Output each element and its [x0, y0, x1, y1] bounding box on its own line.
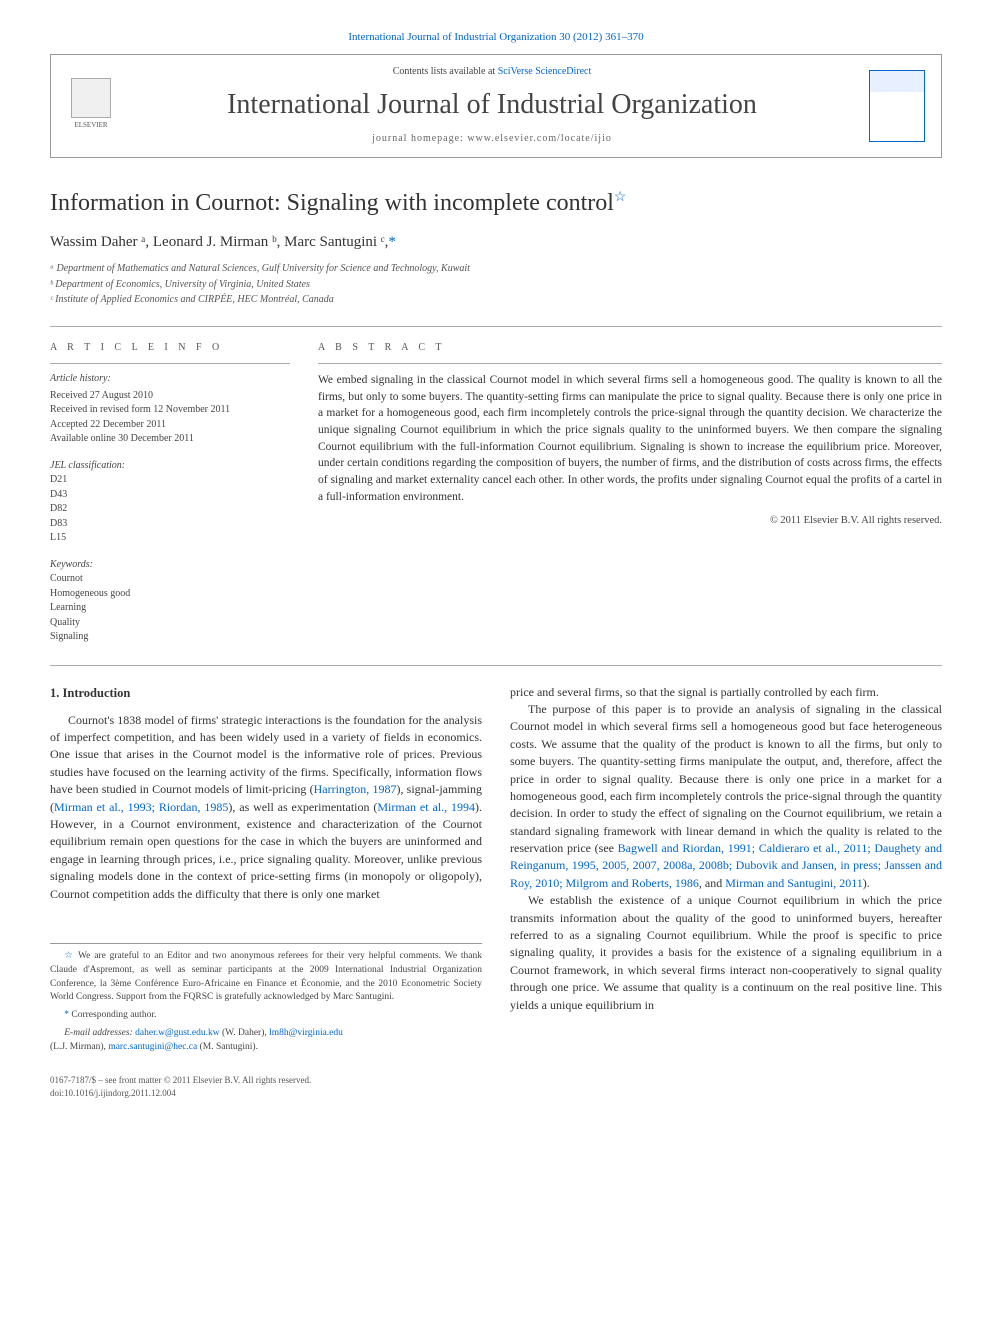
- p2c: ).: [863, 876, 870, 890]
- history-revised: Received in revised form 12 November 201…: [50, 403, 290, 418]
- affiliations: ᵃ Department of Mathematics and Natural …: [50, 262, 942, 308]
- title-footnote-icon[interactable]: ☆: [614, 190, 627, 205]
- abstract-rule: [318, 363, 942, 364]
- p2a: The purpose of this paper is to provide …: [510, 702, 942, 855]
- contents-prefix: Contents lists available at: [393, 66, 498, 77]
- info-abstract-row: A R T I C L E I N F O Article history: R…: [50, 326, 942, 645]
- history-accepted: Accepted 22 December 2011: [50, 418, 290, 433]
- journal-homepage: journal homepage: www.elsevier.com/locat…: [131, 132, 853, 147]
- p2b: , and: [699, 876, 725, 890]
- jel-code: D21: [50, 473, 290, 488]
- article-info: A R T I C L E I N F O Article history: R…: [50, 341, 290, 645]
- abstract-copyright: © 2011 Elsevier B.V. All rights reserved…: [318, 513, 942, 528]
- abstract-header: A B S T R A C T: [318, 341, 942, 356]
- history-received: Received 27 August 2010: [50, 389, 290, 404]
- authors-text: Wassim Daher ᵃ, Leonard J. Mirman ᵇ, Mar…: [50, 234, 388, 250]
- email1-who: (W. Daher),: [220, 1028, 270, 1038]
- affiliation-b: ᵇ Department of Economics, University of…: [50, 278, 942, 293]
- history-header: Article history:: [50, 372, 290, 387]
- body-wrap: 1. Introduction Cournot's 1838 model of …: [50, 684, 942, 1059]
- header-center: Contents lists available at SciVerse Sci…: [131, 65, 853, 147]
- keyword: Signaling: [50, 630, 290, 645]
- journal-cover-thumbnail: [869, 70, 925, 142]
- footnote-corr: * Corresponding author.: [50, 1009, 482, 1023]
- corresponding-author-icon[interactable]: *: [388, 234, 396, 250]
- keyword: Quality: [50, 616, 290, 631]
- p1d: ). However, in a Cournot environment, ex…: [50, 800, 482, 901]
- journal-citation-link[interactable]: International Journal of Industrial Orga…: [50, 30, 942, 46]
- footnote-corr-text: Corresponding author.: [71, 1010, 156, 1020]
- bottom-left: 0167-7187/$ – see front matter © 2011 El…: [50, 1074, 311, 1100]
- affiliation-a: ᵃ Department of Mathematics and Natural …: [50, 262, 942, 277]
- title-text: Information in Cournot: Signaling with i…: [50, 190, 614, 216]
- doi: doi:10.1016/j.ijindorg.2011.12.004: [50, 1087, 311, 1100]
- elsevier-logo: ELSEVIER: [67, 78, 115, 134]
- emails-label: E-mail addresses:: [64, 1028, 133, 1038]
- contents-line: Contents lists available at SciVerse Sci…: [131, 65, 853, 80]
- star-icon: ☆: [64, 951, 74, 961]
- keywords-header: Keywords:: [50, 558, 290, 573]
- abstract: A B S T R A C T We embed signaling in th…: [318, 341, 942, 645]
- footnote-emails: E-mail addresses: daher.w@gust.edu.kw (W…: [50, 1027, 482, 1055]
- email2-who: (L.J. Mirman),: [50, 1042, 108, 1052]
- issn-copyright: 0167-7187/$ – see front matter © 2011 El…: [50, 1074, 311, 1087]
- ref-mirman-santugini-2011[interactable]: Mirman and Santugini, 2011: [725, 876, 863, 890]
- journal-header: ELSEVIER Contents lists available at Sci…: [50, 54, 942, 158]
- intro-para-3: We establish the existence of a unique C…: [510, 892, 942, 1014]
- body-columns: 1. Introduction Cournot's 1838 model of …: [50, 684, 942, 1059]
- ref-mirman-riordan[interactable]: Mirman et al., 1993; Riordan, 1985: [54, 800, 228, 814]
- info-rule: [50, 363, 290, 364]
- body-divider: [50, 665, 942, 666]
- p1c: ), as well as experimentation (: [228, 800, 377, 814]
- keyword: Homogeneous good: [50, 587, 290, 602]
- sciencedirect-link[interactable]: SciVerse ScienceDirect: [498, 66, 592, 77]
- ref-mirman-1994[interactable]: Mirman et al., 1994: [377, 800, 475, 814]
- jel-code: L15: [50, 531, 290, 546]
- keyword: Learning: [50, 601, 290, 616]
- jel-code: D82: [50, 502, 290, 517]
- jel-block: JEL classification: D21 D43 D82 D83 L15: [50, 459, 290, 546]
- email-daher[interactable]: daher.w@gust.edu.kw: [135, 1028, 219, 1038]
- intro-para-1: Cournot's 1838 model of firms' strategic…: [50, 712, 482, 903]
- journal-title: International Journal of Industrial Orga…: [131, 85, 853, 126]
- affiliation-c: ᶜ Institute of Applied Economics and CIR…: [50, 293, 942, 308]
- article-title: Information in Cournot: Signaling with i…: [50, 186, 942, 221]
- email-mirman[interactable]: lm8h@virginia.edu: [269, 1028, 343, 1038]
- article-info-header: A R T I C L E I N F O: [50, 341, 290, 356]
- intro-para-2: The purpose of this paper is to provide …: [510, 701, 942, 892]
- footnote-star: ☆ We are grateful to an Editor and two a…: [50, 950, 482, 1005]
- keyword: Cournot: [50, 572, 290, 587]
- email3-who: (M. Santugini).: [197, 1042, 258, 1052]
- footnote-star-text: We are grateful to an Editor and two ano…: [50, 951, 482, 1002]
- abstract-text: We embed signaling in the classical Cour…: [318, 372, 942, 505]
- p1-continuation: price and several firms, so that the sig…: [510, 684, 942, 701]
- jel-code: D43: [50, 488, 290, 503]
- jel-code: D83: [50, 517, 290, 532]
- email-santugini[interactable]: marc.santugini@hec.ca: [108, 1042, 197, 1052]
- footnotes: ☆ We are grateful to an Editor and two a…: [50, 943, 482, 1054]
- bottom-bar: 0167-7187/$ – see front matter © 2011 El…: [50, 1074, 942, 1100]
- elsevier-tree-icon: [71, 78, 111, 118]
- intro-heading: 1. Introduction: [50, 684, 482, 702]
- publisher-name: ELSEVIER: [74, 120, 107, 130]
- asterisk-icon: *: [64, 1010, 69, 1020]
- jel-header: JEL classification:: [50, 459, 290, 474]
- keywords-block: Keywords: Cournot Homogeneous good Learn…: [50, 558, 290, 645]
- article-history: Article history: Received 27 August 2010…: [50, 372, 290, 447]
- authors-line: Wassim Daher ᵃ, Leonard J. Mirman ᵇ, Mar…: [50, 232, 942, 254]
- history-online: Available online 30 December 2011: [50, 432, 290, 447]
- ref-harrington-1987[interactable]: Harrington, 1987: [314, 782, 397, 796]
